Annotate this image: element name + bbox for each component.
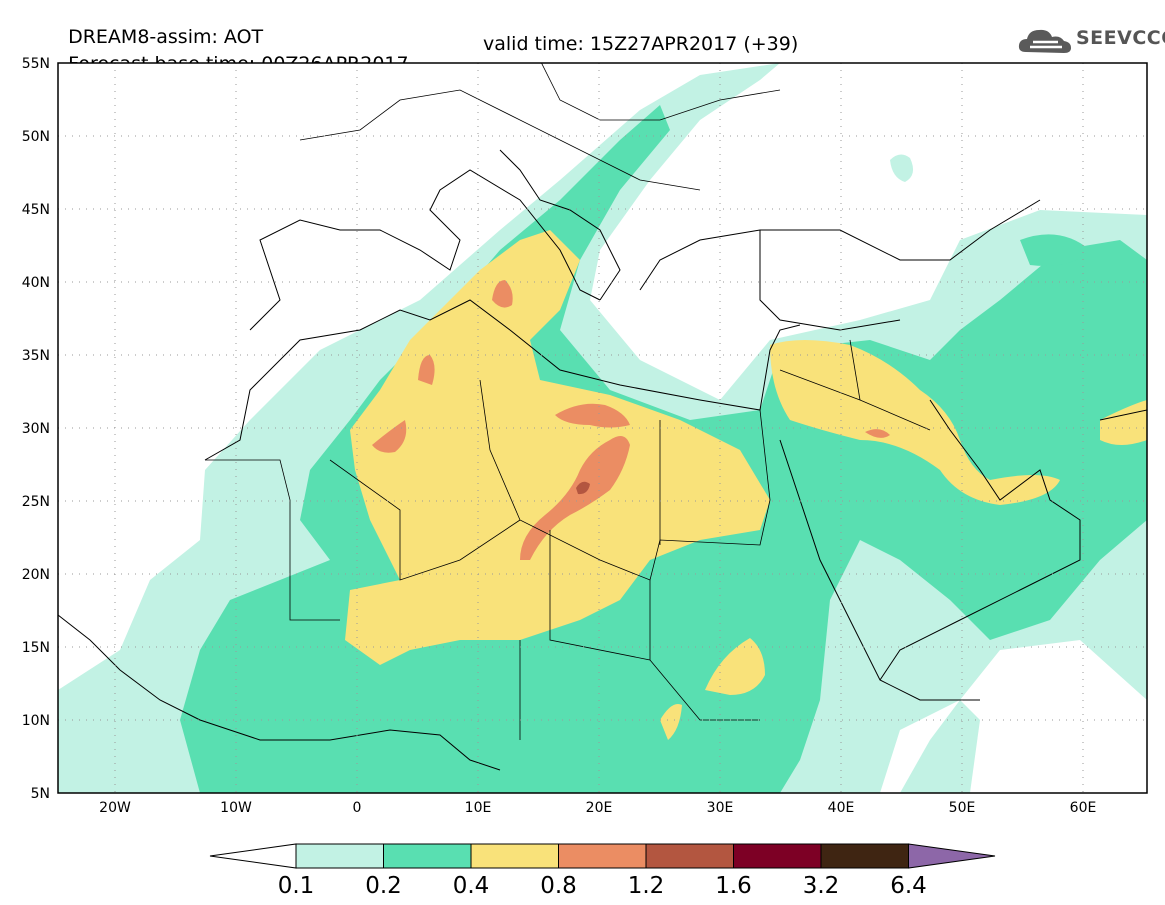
colorbar-cell — [558, 843, 647, 869]
colorbar-cell — [733, 843, 822, 869]
aot-contour-0.8-c — [492, 280, 513, 308]
aot-contour-0.1-b — [890, 154, 914, 182]
aot-contour-0.2-b — [1020, 234, 1090, 266]
colorbar-cell — [645, 843, 734, 869]
lat-label: 10N — [22, 713, 50, 729]
lon-label: 10E — [465, 800, 492, 816]
aot-contour-0.8-e — [372, 420, 407, 453]
colorbar: 0.1 0.2 0.4 0.8 1.2 1.6 3.2 6.4 — [209, 843, 996, 899]
colorbar-cell — [820, 843, 909, 869]
lat-label: 40N — [22, 275, 50, 291]
aot-contour-0.4-e — [660, 704, 682, 740]
colorbar-label: 0.4 — [453, 873, 490, 899]
aot-contour-0.8 — [520, 436, 630, 560]
colorbar-cell-under — [209, 843, 297, 869]
logo-text: SEEVCCC — [1076, 27, 1165, 49]
map-frame — [57, 62, 1148, 794]
colorbar-label: 1.6 — [715, 873, 752, 899]
colorbar-label: 1.2 — [628, 873, 665, 899]
latitude-labels: 5N 10N 15N 20N 25N 30N 35N 40N 45N 50N 5… — [22, 56, 50, 802]
aot-contour-1.2 — [576, 481, 590, 495]
colorbar-cell — [295, 843, 384, 869]
aot-contour-0.4-c — [705, 638, 765, 695]
aot-contour-0.8-b — [555, 403, 630, 428]
lat-label: 30N — [22, 421, 50, 437]
lat-label: 15N — [22, 640, 50, 656]
lon-label: 30E — [707, 800, 734, 816]
lon-label: 10W — [220, 800, 252, 816]
colorbar-cell-over — [908, 843, 996, 869]
aot-field — [58, 63, 1147, 793]
lat-label: 55N — [22, 56, 50, 72]
country-borders — [205, 63, 931, 740]
lon-label: 20E — [586, 800, 613, 816]
valid-time-text: valid time: 15Z27APR2017 (+39) — [483, 33, 799, 55]
aot-contour-0.8-d — [418, 355, 435, 385]
aot-contour-0.4 — [345, 230, 770, 665]
colorbar-cell — [383, 843, 472, 869]
lat-label: 35N — [22, 348, 50, 364]
lat-label: 20N — [22, 567, 50, 583]
colorbar-label: 6.4 — [890, 873, 927, 899]
colorbar-cell — [470, 843, 559, 869]
lon-label: 50E — [949, 800, 976, 816]
lon-label: 40E — [828, 800, 855, 816]
lat-label: 25N — [22, 494, 50, 510]
colorbar-label: 3.2 — [803, 873, 840, 899]
map-title: DREAM8-assim: AOT — [56, 7, 263, 47]
colorbar-label: 0.8 — [540, 873, 577, 899]
coastlines — [58, 149, 1147, 771]
aot-contour-0.4-d — [1100, 400, 1147, 445]
lon-label: 60E — [1070, 800, 1097, 816]
colorbar-label: 0.2 — [365, 873, 402, 899]
aot-contour-0.4-b — [770, 340, 1060, 505]
seevccc-logo: SEEVCCC — [1016, 20, 1165, 60]
title-text: DREAM8-assim: AOT — [68, 26, 264, 48]
lon-label: 0 — [353, 800, 362, 816]
lat-label: 50N — [22, 129, 50, 145]
longitude-labels: 20W 10W 0 10E 20E 30E 40E 50E 60E — [99, 800, 1096, 816]
lat-label: 45N — [22, 202, 50, 218]
aot-contour-0.8-f — [865, 429, 890, 438]
aot-contour-0.1-c — [900, 700, 980, 793]
gridlines — [58, 63, 1147, 793]
colorbar-label: 0.1 — [278, 873, 315, 899]
lat-label: 5N — [31, 786, 50, 802]
cloud-icon — [1018, 29, 1071, 53]
lon-label: 20W — [99, 800, 131, 816]
